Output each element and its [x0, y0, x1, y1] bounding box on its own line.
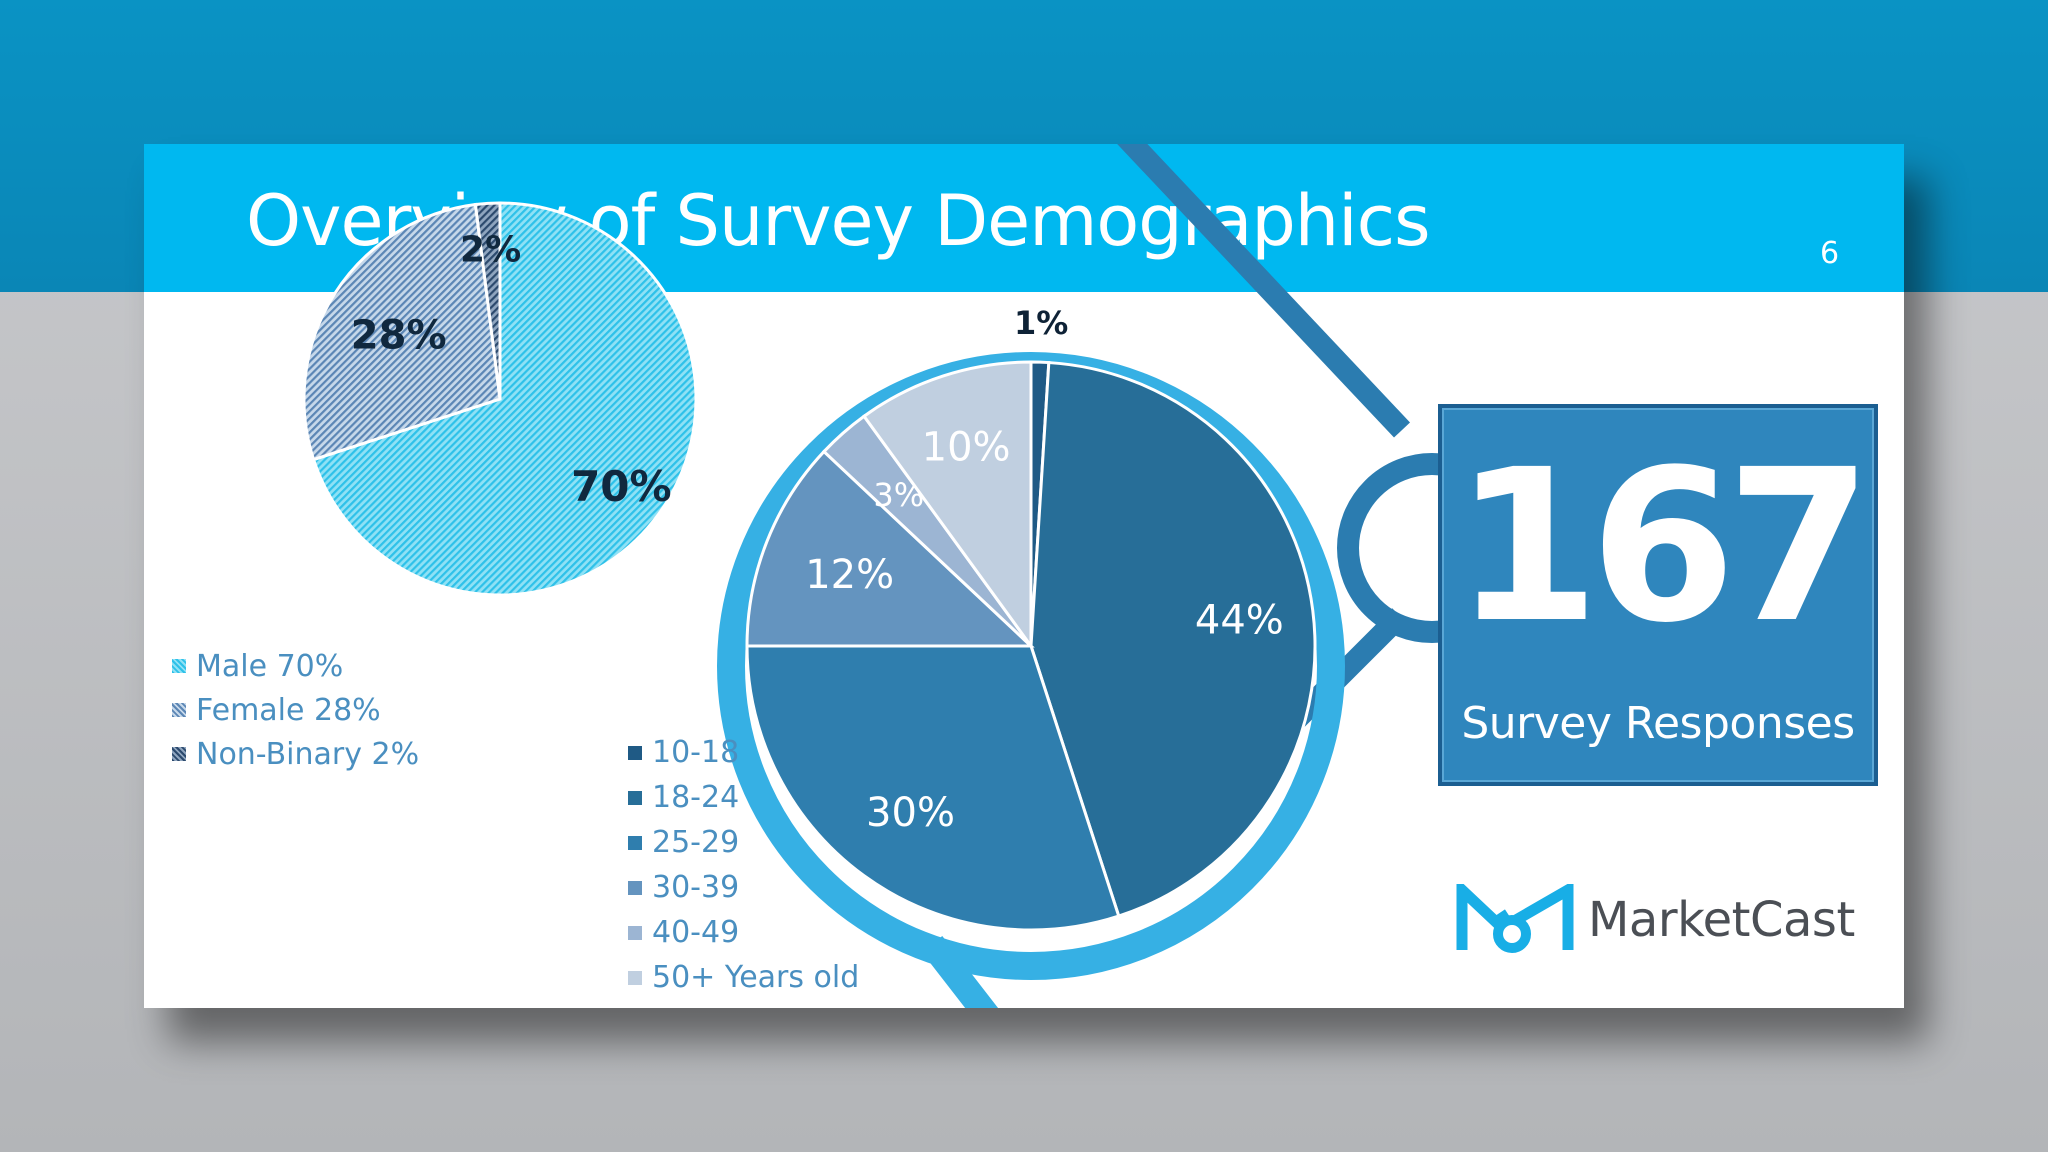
data-label-male: 70% — [571, 462, 672, 511]
charts-canvas: 70%28%2% 1%44%30%12%3%10% — [302, 144, 1527, 1008]
legend-label-female: Female 28% — [196, 692, 381, 728]
page-number: 6 — [1820, 236, 1840, 271]
legend-item-age-10-18: 10-18 — [628, 730, 859, 775]
legend-label-age-10-18: 10-18 — [652, 735, 740, 770]
pie-slice-18-24 — [1029, 360, 1317, 918]
pie-slice-female — [302, 202, 502, 462]
gender-legend: Male 70% Female 28% Non-Binary 2% — [172, 644, 419, 776]
legend-swatch-age-25-29 — [628, 835, 642, 850]
data-label-10-18: 1% — [1014, 304, 1068, 342]
legend-label-age-25-29: 25-29 — [652, 825, 740, 860]
age-legend: 10-18 18-24 25-29 30-39 40-49 50+ Years … — [628, 730, 859, 1000]
legend-item-age-40-49: 40-49 — [628, 910, 859, 955]
legend-item-age-25-29: 25-29 — [628, 820, 859, 865]
brand-logo: MarketCast — [1456, 884, 1855, 956]
pie-slice-30-39 — [745, 449, 1035, 648]
legend-swatch-age-40-49 — [628, 925, 642, 940]
data-label-18-24: 44% — [1195, 598, 1284, 644]
gender-pie: 70% 28% 2% — [302, 201, 698, 597]
marketcast-logo-icon — [1456, 884, 1574, 953]
data-label-female: 28% — [351, 313, 447, 359]
legend-item-age-18-24: 18-24 — [628, 775, 859, 820]
legend-swatch-age-10-18 — [628, 745, 642, 760]
pie-slice-non-binary — [473, 201, 502, 400]
legend-item-female: Female 28% — [172, 688, 419, 732]
legend-swatch-age-18-24 — [628, 790, 642, 805]
response-count-box: 167 Survey Responses — [1438, 404, 1878, 786]
pie-slice-male — [311, 201, 698, 597]
legend-label-age-18-24: 18-24 — [652, 780, 740, 815]
legend-item-non-binary: Non-Binary 2% — [172, 732, 419, 776]
brand-name: MarketCast — [1588, 892, 1855, 948]
legend-swatch-age-30-39 — [628, 880, 642, 895]
pie-slice-25-29 — [745, 644, 1121, 932]
data-label-30-39: 12% — [805, 552, 894, 598]
response-label: Survey Responses — [1461, 698, 1855, 749]
connector-band-upper — [1117, 144, 1411, 438]
pie-slice-50-years-old — [861, 360, 1033, 651]
legend-label-age-50-plus: 50+ Years old — [652, 960, 860, 995]
legend-swatch-non-binary — [172, 747, 186, 761]
legend-swatch-male — [172, 659, 186, 673]
data-label-25-29: 30% — [866, 790, 955, 836]
data-label-50-years-old: 10% — [922, 424, 1011, 470]
legend-label-male: Male 70% — [196, 648, 344, 684]
response-count: 167 — [1453, 424, 1872, 669]
legend-swatch-age-50-plus — [628, 970, 642, 985]
legend-label-non-binary: Non-Binary 2% — [196, 736, 420, 772]
legend-label-age-40-49: 40-49 — [652, 915, 740, 950]
legend-swatch-female — [172, 703, 186, 717]
legend-item-male: Male 70% — [172, 644, 419, 688]
legend-item-age-50-plus: 50+ Years old — [628, 955, 859, 1000]
slide: Overview of Survey Demographics 6 — [144, 144, 1904, 1008]
age-pie: 1%44%30%12%3%10% — [745, 304, 1317, 932]
legend-label-age-30-39: 30-39 — [652, 870, 740, 905]
legend-item-age-30-39: 30-39 — [628, 865, 859, 910]
data-label-non-binary: 2% — [460, 229, 521, 270]
